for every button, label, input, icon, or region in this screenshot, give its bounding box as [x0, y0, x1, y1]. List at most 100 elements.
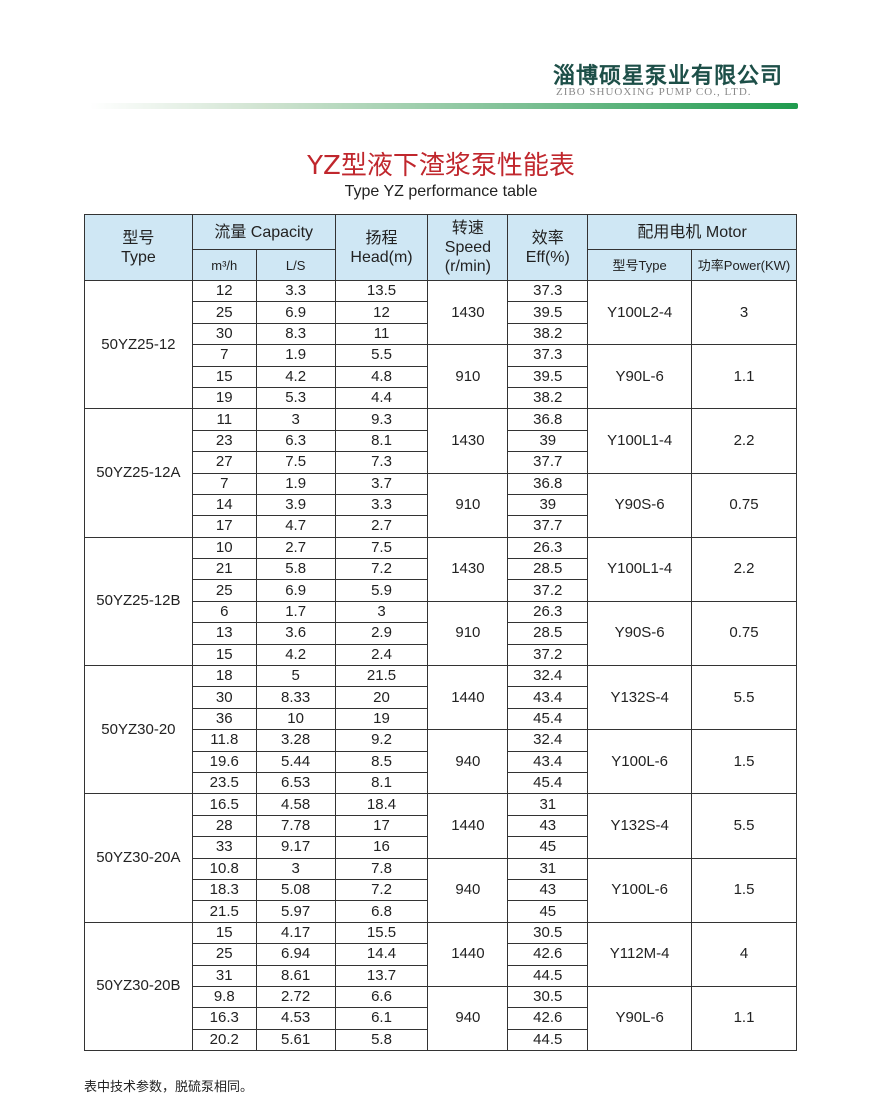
- speed-cell: 940: [427, 985, 509, 1052]
- model-cell: 50YZ30-20A: [84, 793, 193, 923]
- capacity-ls-cell: 5.97: [255, 900, 336, 923]
- eff-cell: 36.8: [507, 408, 589, 431]
- capacity-ls-cell: 1.9: [255, 472, 336, 495]
- footnote: 表中技术参数，脱硫泵相同。: [84, 1080, 254, 1095]
- capacity-m3h-cell: 30: [191, 686, 257, 709]
- table-row: 6 1.7 3 910 26.3 Y90S-6 0.75: [85, 600, 797, 667]
- eff-cell: 43.4: [507, 750, 589, 773]
- table-row: 31 8.61 13.7 44.5: [85, 964, 797, 987]
- eff-cell: 30.5: [507, 921, 589, 945]
- head-cell: 13.7: [334, 964, 429, 987]
- capacity-ls-cell: 6.9: [255, 579, 336, 602]
- motor-type-cell: Y112M-4: [587, 921, 693, 987]
- head-cell: 8.1: [334, 429, 429, 453]
- table-row: 16.3 4.53 6.1 42.6: [85, 1007, 797, 1030]
- capacity-ls-cell: 5.08: [255, 878, 336, 902]
- head-cell: 4.8: [334, 365, 429, 388]
- eff-cell: 26.3: [507, 536, 589, 560]
- table-row: 50YZ25-12A 11 3 9.3 1430 36.8 Y100L1-4 2.2: [84, 408, 797, 538]
- table-row: 25 6.94 14.4 42.6: [85, 943, 797, 966]
- eff-cell: 26.3: [507, 600, 589, 624]
- table-row: 50YZ25-12B 10 2.7 7.5 1430 26.3 Y100L1-4 2.2: [84, 536, 797, 667]
- eff-cell: 30.5: [507, 985, 589, 1009]
- head-cell: 5.9: [334, 579, 429, 602]
- motor-type-cell: Y100L1-4: [587, 408, 693, 474]
- eff-cell: 36.8: [507, 472, 589, 495]
- head-cell: 5.5: [334, 344, 429, 367]
- motor-type-cell: Y132S-4: [587, 665, 693, 731]
- motor-power-cell: 4: [691, 921, 797, 987]
- eff-cell: 37.7: [507, 515, 589, 538]
- head-cell: 2.7: [334, 515, 429, 538]
- capacity-ls-cell: 1.9: [255, 344, 336, 367]
- motor-power-cell: 5.5: [691, 665, 797, 731]
- capacity-ls-cell: 1.7: [255, 600, 336, 624]
- table-row: 15 4.2 4.8 39.5: [85, 365, 797, 388]
- capacity-ls-cell: 2.7: [255, 536, 336, 560]
- table-row: 30 8.3 11 38.2: [85, 322, 797, 346]
- motor-power-cell: 5.5: [691, 793, 797, 859]
- capacity-ls-cell: 3.6: [255, 622, 336, 645]
- speed-cell: 940: [427, 729, 509, 795]
- motor-power-cell: 1.1: [691, 985, 797, 1052]
- motor-type-cell: Y100L2-4: [587, 279, 693, 346]
- capacity-m3h-cell: 27: [191, 451, 257, 474]
- capacity-ls-cell: 4.17: [255, 921, 336, 945]
- motor-type-cell: Y132S-4: [587, 793, 693, 859]
- head-cell: 7.2: [334, 878, 429, 902]
- motor-power-cell: 1.5: [691, 729, 797, 795]
- table-row: 18.3 5.08 7.2 43: [85, 878, 797, 902]
- capacity-ls-cell: 5.3: [255, 386, 336, 410]
- eff-cell: 45.4: [507, 771, 589, 795]
- table-row: 50YZ30-20A 16.5 4.58 18.4 1440 31 Y132S-4 5.5: [84, 793, 797, 923]
- speed-cell: 1440: [427, 921, 509, 987]
- head-cell: 2.4: [334, 643, 429, 667]
- capacity-ls-cell: 3.28: [255, 729, 336, 752]
- head-cell: 9.3: [334, 408, 429, 431]
- head-cell: 8.5: [334, 750, 429, 773]
- table-row: 20.2 5.61 5.8 44.5: [85, 1028, 797, 1052]
- motor-type-cell: Y90L-6: [587, 344, 693, 410]
- head-cell: 4.4: [334, 386, 429, 410]
- eff-cell: 39.5: [507, 301, 589, 324]
- eff-cell: 28.5: [507, 558, 589, 581]
- company-logo-cn: 淄博硕星泵业有限公司: [553, 64, 784, 89]
- table-row: 50YZ30-20B 15 4.17 15.5 1440 30.5 Y112M-4 4: [84, 921, 797, 1052]
- header-motor-type: 型号Type: [587, 249, 693, 281]
- table-row: 10.8 3 7.8 940 31 Y100L-6 1.5: [85, 857, 797, 923]
- capacity-m3h-cell: 6: [191, 600, 257, 624]
- capacity-m3h-cell: 19: [191, 386, 257, 410]
- eff-cell: 37.3: [507, 279, 589, 303]
- capacity-m3h-cell: 25: [191, 943, 257, 966]
- eff-cell: 31: [507, 793, 589, 816]
- header-type: 型号 Type: [84, 214, 193, 281]
- head-cell: 9.2: [334, 729, 429, 752]
- head-cell: 3.3: [334, 493, 429, 517]
- capacity-ls-cell: 5.8: [255, 558, 336, 581]
- capacity-ls-cell: 5.61: [255, 1028, 336, 1052]
- capacity-ls-cell: 8.61: [255, 964, 336, 987]
- eff-cell: 45: [507, 900, 589, 923]
- capacity-m3h-cell: 31: [191, 964, 257, 987]
- eff-cell: 43: [507, 814, 589, 838]
- capacity-m3h-cell: 28: [191, 814, 257, 838]
- capacity-m3h-cell: 11: [191, 408, 257, 431]
- table-row: 11.8 3.28 9.2 940 32.4 Y100L-6 1.5: [85, 729, 797, 795]
- table-row: 30 8.33 20 43.4: [85, 686, 797, 709]
- table-row: 9.8 2.72 6.6 940 30.5 Y90L-6 1.1: [85, 985, 797, 1052]
- header-power: 功率Power(KW): [691, 249, 797, 281]
- table-row: 21.5 5.97 6.8 45: [85, 900, 797, 923]
- capacity-ls-cell: 2.72: [255, 985, 336, 1009]
- capacity-ls-cell: 3.9: [255, 493, 336, 517]
- capacity-ls-cell: 3: [255, 408, 336, 431]
- performance-table: 型号 Type 流量 Capacity 扬程 Head(m) 转速 Speed (r/m…: [84, 214, 797, 1052]
- motor-power-cell: 0.75: [691, 472, 797, 538]
- capacity-m3h-cell: 15: [191, 921, 257, 945]
- eff-cell: 45.4: [507, 707, 589, 731]
- motor-type-cell: Y100L-6: [587, 857, 693, 923]
- motor-power-cell: 2.2: [691, 408, 797, 474]
- capacity-ls-cell: 5: [255, 665, 336, 688]
- model-cell: 50YZ30-20: [84, 665, 193, 795]
- capacity-m3h-cell: 20.2: [191, 1028, 257, 1052]
- eff-cell: 31: [507, 857, 589, 880]
